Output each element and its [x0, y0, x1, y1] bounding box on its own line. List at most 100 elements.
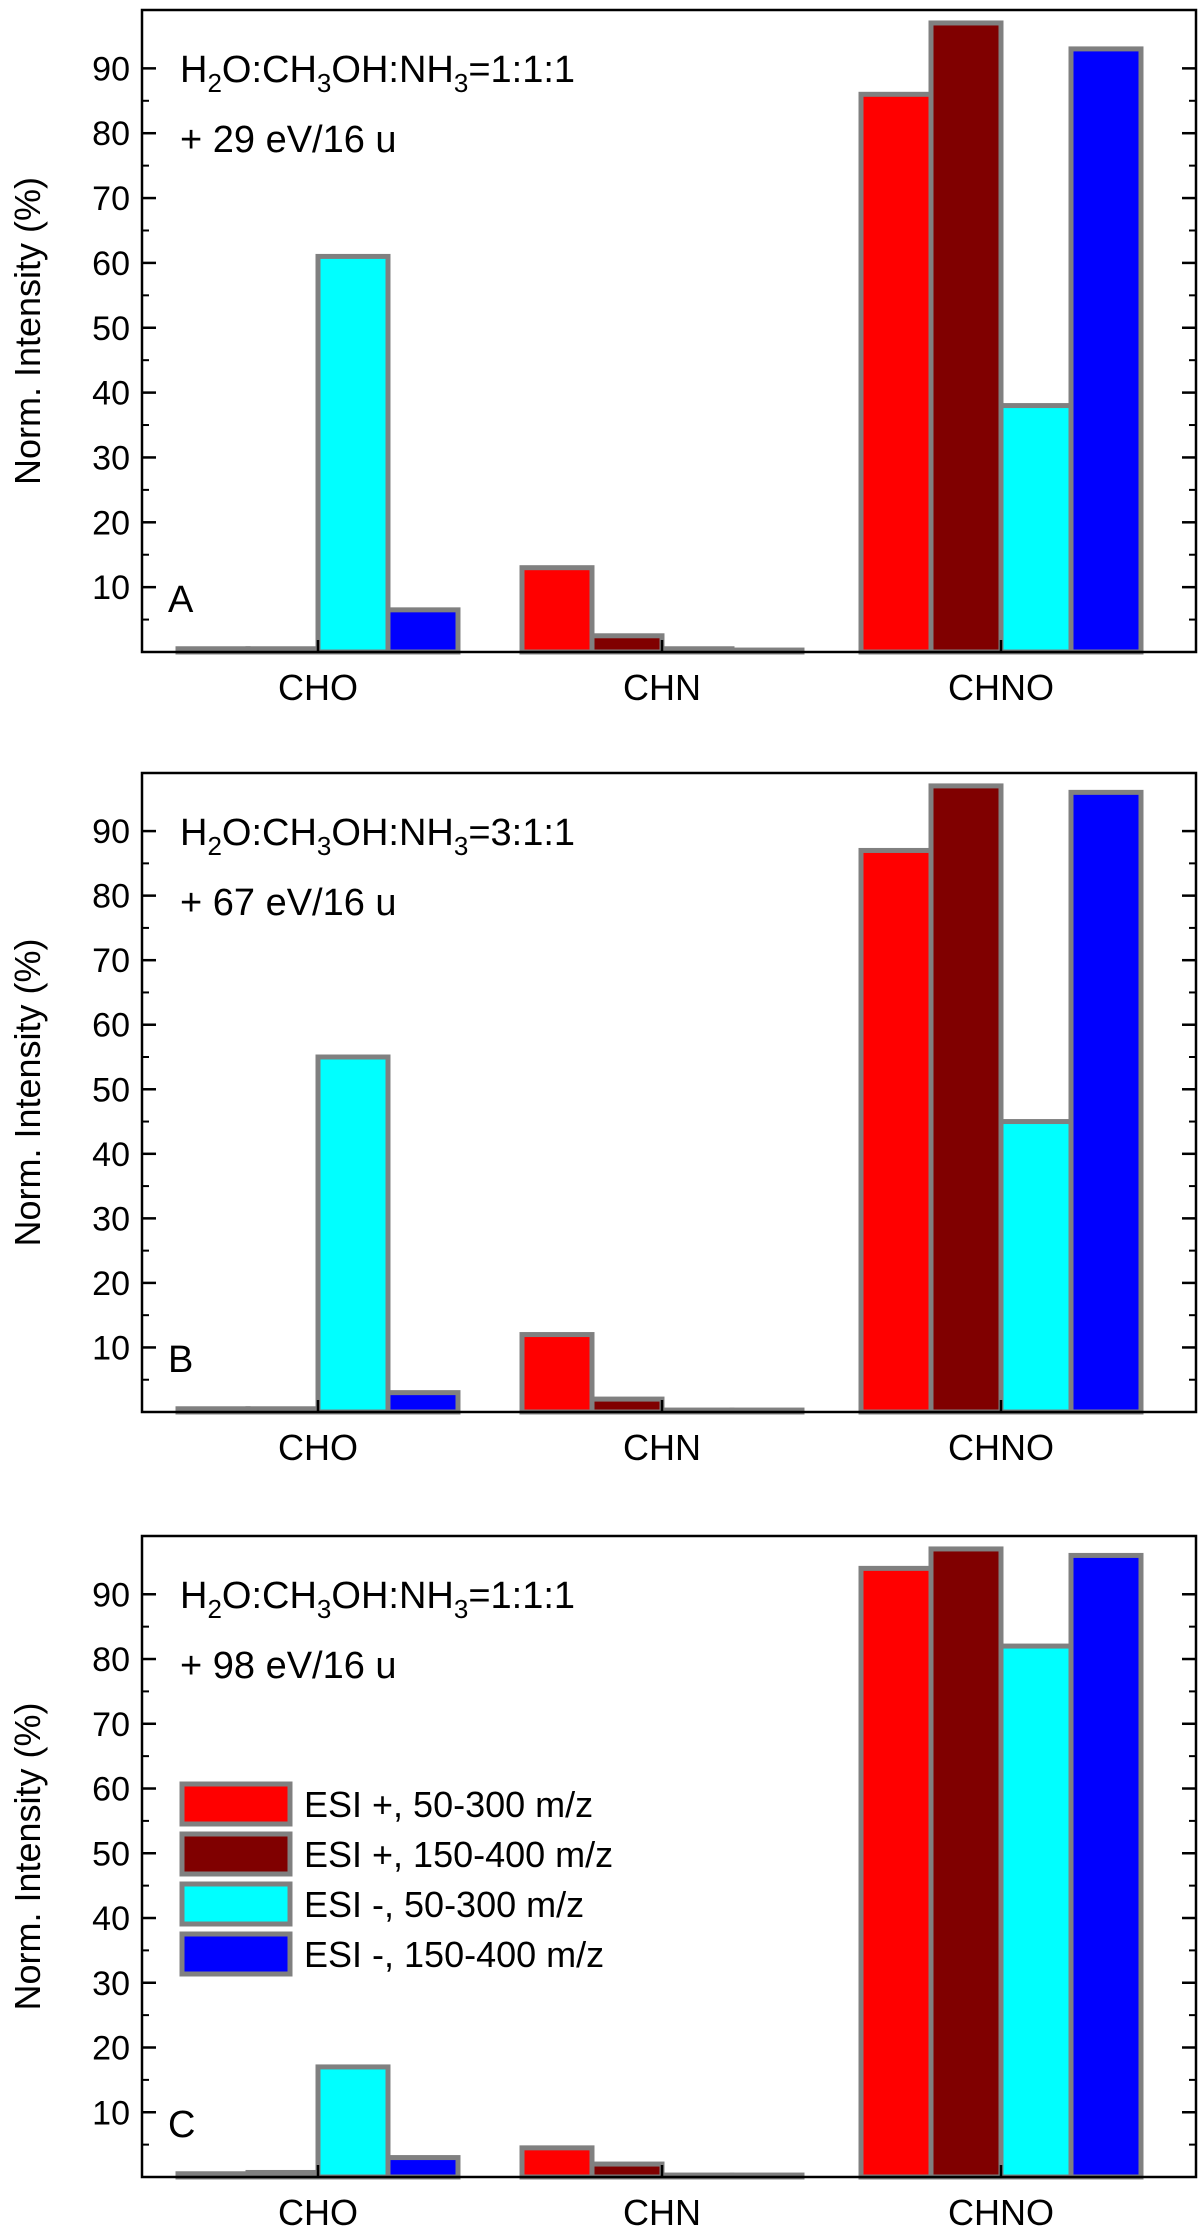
panel-a: 10 20 30 40 50 60 70 80 90 CHO CHN CHNO Norm. Intens…	[7, 8, 1198, 708]
y-tick-label: 30	[92, 439, 130, 477]
y-tick-label: 90	[92, 813, 130, 851]
y-tick-label: 10	[92, 2094, 130, 2132]
formula-text: =1:1:1	[468, 1575, 575, 1617]
formula-text: =3:1:1	[468, 812, 575, 854]
panel-letter: C	[168, 2104, 195, 2146]
bar-cho-series-3	[315, 1054, 391, 1415]
bar-chno-series-4	[1068, 789, 1144, 1415]
y-tick-label: 70	[92, 942, 130, 980]
x-tick-label-cho: CHO	[278, 1427, 358, 1468]
legend-swatch-3	[179, 1881, 293, 1927]
x-tick-label-cho: CHO	[278, 667, 358, 708]
x-tick-label-chno: CHNO	[948, 667, 1054, 708]
plot-frame	[140, 8, 1198, 654]
formula-subscript: 3	[454, 68, 468, 98]
energy-annotation: + 29 eV/16 u	[180, 119, 397, 161]
plot-frame	[140, 1534, 1198, 2179]
bar-chno-series-2	[928, 20, 1004, 655]
x-tick-label-chn: CHN	[623, 2192, 701, 2233]
legend-label-2: ESI +, 150-400 m/z	[304, 1834, 613, 1875]
legend-label-3: ESI -, 50-300 m/z	[304, 1884, 584, 1925]
bar-chno-series-3	[998, 1119, 1074, 1415]
bar-chn-series-1	[519, 1332, 595, 1415]
x-tick-label-chno: CHNO	[948, 1427, 1054, 1468]
bar-chno-series-1	[858, 1565, 934, 2180]
bar-cho-series-4	[385, 2155, 461, 2180]
formula-text: O:CH	[222, 1575, 317, 1617]
energy-annotation: + 98 eV/16 u	[180, 1645, 397, 1687]
y-tick-label: 50	[92, 1071, 130, 1109]
formula-text: H	[180, 1575, 207, 1617]
x-tick-label-cho: CHO	[278, 2192, 358, 2233]
panel-b: 10 20 30 40 50 60 70 80 90 CHO CHN CHNO Norm. Intens…	[7, 771, 1198, 1468]
y-tick-label: 80	[92, 115, 130, 153]
bar-chn-series-1	[519, 2145, 595, 2180]
panel-c: 10 20 30 40 50 60 70 80 90 CHO CHN CHNO Norm. Intens…	[7, 1534, 1198, 2233]
formula-annotation: H2O:CH3OH:NH3=1:1:1	[180, 1575, 575, 1624]
y-axis-title: Norm. Intensity (%)	[7, 938, 48, 1246]
y-tick-label: 70	[92, 180, 130, 218]
bar-chn-series-2	[589, 633, 665, 655]
x-tick-label-chn: CHN	[623, 1427, 701, 1468]
panel-letter: A	[168, 579, 194, 621]
formula-subscript: 2	[207, 1594, 221, 1624]
formula-subscript: 3	[454, 831, 468, 861]
formula-text: OH:NH	[331, 1575, 453, 1617]
formula-subscript: 3	[317, 1594, 331, 1624]
y-tick-label: 90	[92, 50, 130, 88]
y-tick-label: 40	[92, 375, 130, 413]
formula-subscript: 3	[454, 1594, 468, 1624]
formula-text: H	[180, 812, 207, 854]
bar-chn-series-2	[589, 1396, 665, 1415]
y-tick-label: 10	[92, 569, 130, 607]
bar-chno-series-4	[1068, 46, 1144, 655]
y-tick-label: 10	[92, 1329, 130, 1367]
y-tick-label: 50	[92, 310, 130, 348]
formula-subscript: 2	[207, 68, 221, 98]
y-tick-label: 30	[92, 1965, 130, 2003]
legend-swatch-1	[179, 1781, 293, 1827]
bar-cho-series-3	[315, 253, 391, 655]
y-tick-label: 60	[92, 1007, 130, 1045]
y-axis-title: Norm. Intensity (%)	[7, 1702, 48, 2010]
y-tick-label: 20	[92, 1265, 130, 1303]
bar-chno-series-4	[1068, 1552, 1144, 2180]
y-tick-label: 40	[92, 1900, 130, 1938]
bar-chno-series-1	[858, 91, 934, 655]
y-tick-label: 60	[92, 1771, 130, 1809]
y-tick-label: 20	[92, 2030, 130, 2068]
y-tick-label: 60	[92, 245, 130, 283]
x-tick-label-chno: CHNO	[948, 2192, 1054, 2233]
energy-annotation: + 67 eV/16 u	[180, 882, 397, 924]
y-tick-label: 80	[92, 878, 130, 916]
y-axis-title: Norm. Intensity (%)	[7, 177, 48, 485]
y-tick-label: 90	[92, 1576, 130, 1614]
bar-chn-series-1	[519, 565, 595, 655]
formula-text: OH:NH	[331, 812, 453, 854]
bar-chno-series-2	[928, 783, 1004, 1415]
bar-cho-series-4	[385, 1390, 461, 1415]
bar-chno-series-3	[998, 1643, 1074, 2180]
bar-chno-series-1	[858, 847, 934, 1415]
formula-text: OH:NH	[331, 49, 453, 91]
y-tick-label: 40	[92, 1136, 130, 1174]
legend-label-4: ESI -, 150-400 m/z	[304, 1934, 604, 1975]
y-tick-label: 30	[92, 1200, 130, 1238]
formula-text: H	[180, 49, 207, 91]
y-tick-label: 80	[92, 1641, 130, 1679]
bar-cho-series-4	[385, 607, 461, 655]
bar-chn-series-2	[589, 2161, 665, 2180]
y-tick-label: 20	[92, 504, 130, 542]
panel-letter: B	[168, 1339, 193, 1381]
legend-swatch-4	[179, 1931, 293, 1977]
bar-cho-series-3	[315, 2064, 391, 2180]
bar-chno-series-2	[928, 1546, 1004, 2180]
formula-text: O:CH	[222, 49, 317, 91]
plot-frame	[140, 771, 1198, 1414]
formula-annotation: H2O:CH3OH:NH3=1:1:1	[180, 49, 575, 98]
formula-subscript: 3	[317, 68, 331, 98]
formula-text: O:CH	[222, 812, 317, 854]
legend-label-1: ESI +, 50-300 m/z	[304, 1784, 593, 1825]
formula-subscript: 2	[207, 831, 221, 861]
